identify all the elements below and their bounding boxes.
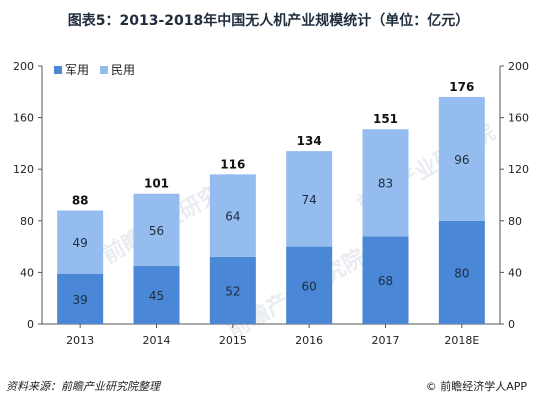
source-note: 资料来源：前瞻产业研究院整理 [6,380,160,393]
chart-title: 图表5：2013-2018年中国无人机产业规模统计（单位：亿元） [67,13,470,29]
x-tick-label: 2017 [372,334,400,347]
y-tick-label-right: 0 [508,318,515,331]
data-label-military: 45 [149,289,164,303]
data-label-civil: 96 [454,153,469,167]
x-tick-label: 2015 [219,334,247,347]
y-tick-label-right: 200 [508,60,529,73]
y-tick-label-left: 40 [20,266,34,279]
legend-swatch-civil [100,66,108,74]
y-tick-label-right: 160 [508,112,529,125]
data-label-military: 80 [454,266,469,280]
y-tick-label-right: 40 [508,266,522,279]
bar-civil [133,193,180,266]
brand-credit: © 前瞻经济学人APP [425,380,527,393]
data-label-civil: 64 [225,210,240,224]
data-label-total: 176 [449,80,474,94]
data-label-civil: 74 [302,193,317,207]
data-label-civil: 49 [73,236,88,250]
y-tick-label-left: 120 [13,163,34,176]
bar-civil [57,210,104,274]
y-tick-label-left: 80 [20,215,34,228]
bar-civil [209,174,256,257]
bar-military [133,265,180,324]
data-label-total: 116 [220,157,245,171]
bar-civil [438,96,485,221]
data-label-civil: 83 [378,177,393,191]
data-label-military: 68 [378,274,393,288]
data-label-total: 88 [72,193,89,207]
y-tick-label-left: 160 [13,112,34,125]
bar-military [209,256,256,324]
legend-label-civil: 民用 [111,63,135,77]
x-tick-label: 2013 [66,334,94,347]
data-label-total: 101 [144,177,169,191]
y-tick-label-right: 80 [508,215,522,228]
data-label-military: 60 [302,279,317,293]
bar-civil [362,129,409,237]
x-tick-label: 2016 [295,334,323,347]
legend-swatch-military [54,66,62,74]
x-tick-label: 2018E [444,334,479,347]
data-label-total: 151 [373,112,398,126]
bar-military [362,236,409,324]
data-label-civil: 56 [149,224,164,238]
data-label-military: 39 [73,293,88,307]
bar-civil [286,151,333,247]
bar-military [57,273,104,324]
x-tick-label: 2014 [143,334,171,347]
data-label-total: 134 [297,134,322,148]
y-tick-label-left: 0 [27,318,34,331]
legend-label-military: 军用 [65,63,89,77]
y-tick-label-right: 120 [508,163,529,176]
data-label-military: 52 [225,284,240,298]
y-tick-label-left: 200 [13,60,34,73]
bar-military [438,220,485,324]
bar-military [286,246,333,324]
